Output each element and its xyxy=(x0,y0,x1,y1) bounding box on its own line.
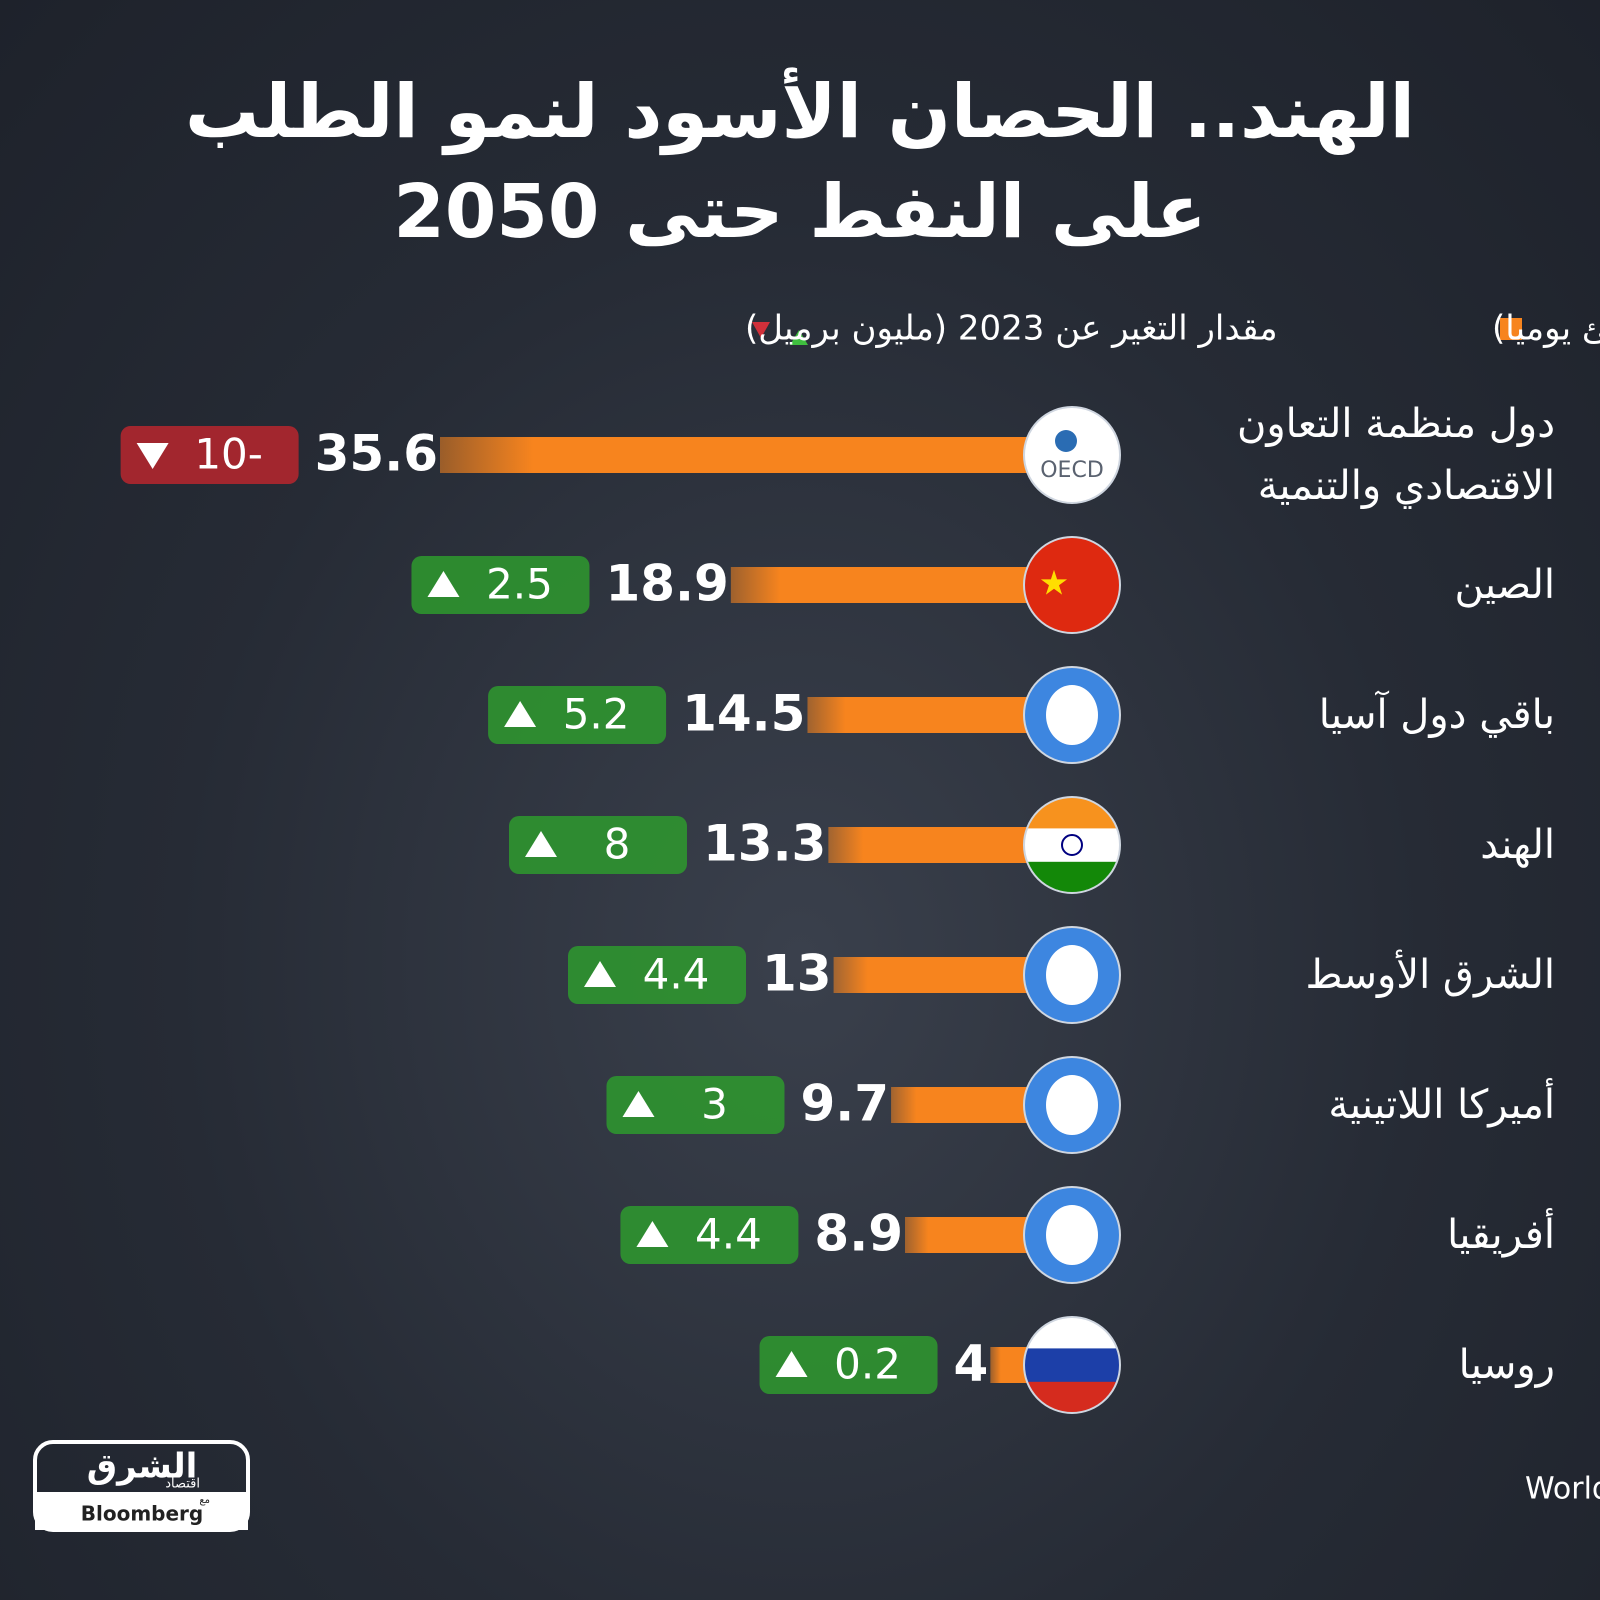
down-arrow xyxy=(136,443,169,469)
change-pill xyxy=(759,1336,938,1394)
category-label: أفريقيا xyxy=(1447,1212,1555,1258)
change-label: 8 xyxy=(604,820,631,869)
icon-ring xyxy=(1023,926,1121,1024)
logo-globe xyxy=(1055,430,1077,452)
icon xyxy=(1023,796,1121,894)
change-pill xyxy=(620,1206,799,1264)
map-land xyxy=(1046,1205,1098,1265)
legend-label: الطلب (مليون برميل مكافئ يوميا) xyxy=(1492,309,1600,349)
icon xyxy=(1023,666,1121,764)
icon-ring xyxy=(1023,1316,1121,1414)
icon: OECD xyxy=(1023,406,1121,504)
icon xyxy=(1023,1186,1121,1284)
change-pill xyxy=(488,686,667,744)
logo: الشرق اقتصاد مع Bloomberg xyxy=(33,1440,250,1532)
value-label: 9.7 xyxy=(800,1075,889,1133)
value-label: 13.3 xyxy=(703,815,826,873)
change-label: 3 xyxy=(701,1080,728,1129)
change-pill xyxy=(606,1076,785,1134)
icon-body xyxy=(1024,407,1120,503)
icon-text: OECD xyxy=(1040,458,1104,483)
up-arrow xyxy=(636,1221,669,1247)
icon-body xyxy=(1024,1057,1120,1153)
change-label: 5.2 xyxy=(563,690,630,739)
flag-stripe xyxy=(1024,1348,1120,1383)
up-arrow xyxy=(524,831,557,857)
icon-ring xyxy=(1023,536,1121,634)
icon-body xyxy=(1024,667,1120,763)
category-label: باقي دول آسيا xyxy=(1318,692,1555,738)
logo-band xyxy=(35,1492,248,1530)
source: المصدر: World Oil Outlook 2024 xyxy=(1525,1472,1600,1507)
value-label: 14.5 xyxy=(682,685,805,743)
icon: ★ xyxy=(1023,536,1121,634)
flag xyxy=(1024,407,1120,503)
category-label: الصين xyxy=(1454,562,1555,608)
legend-up xyxy=(790,330,808,345)
up-arrow xyxy=(584,961,617,987)
logo-with: مع xyxy=(199,1495,210,1506)
flag xyxy=(1024,537,1120,633)
icon xyxy=(1023,1056,1121,1154)
change-label: 10- xyxy=(194,430,263,479)
icon-body xyxy=(1024,927,1120,1023)
up-arrow xyxy=(504,701,537,727)
logo-name: الشرق xyxy=(87,1447,198,1487)
value-label: 8.9 xyxy=(814,1205,903,1263)
icon-ring xyxy=(1023,796,1121,894)
flag-stripe xyxy=(1024,828,1120,863)
category-label: أميركا اللاتينية xyxy=(1328,1082,1555,1128)
logo-sub: اقتصاد xyxy=(165,1477,200,1492)
bar xyxy=(807,697,1060,733)
value-label: 4 xyxy=(954,1335,989,1393)
change-pill xyxy=(411,556,590,614)
category-label: روسيا xyxy=(1458,1342,1555,1388)
bar xyxy=(833,957,1060,993)
change-pill xyxy=(120,426,299,484)
value-label: 18.9 xyxy=(605,555,728,613)
icon-ring xyxy=(1023,666,1121,764)
value-label: 35.6 xyxy=(315,425,438,483)
bar xyxy=(730,567,1060,603)
change-label: 2.5 xyxy=(486,560,553,609)
icon-body xyxy=(1024,797,1120,893)
up-arrow xyxy=(622,1091,655,1117)
map-land xyxy=(1046,945,1098,1005)
bar xyxy=(440,437,1060,473)
icon-body xyxy=(1024,1187,1120,1283)
change-label: 4.4 xyxy=(695,1210,762,1259)
icon-ring xyxy=(1023,406,1121,504)
icon-body xyxy=(1024,537,1120,633)
star: ★ xyxy=(1039,564,1069,604)
bar xyxy=(828,827,1060,863)
icon-ring xyxy=(1023,1186,1121,1284)
map-land xyxy=(1046,1075,1098,1135)
change-label: 4.4 xyxy=(643,950,710,999)
legend-down xyxy=(752,322,770,338)
icon-ring xyxy=(1023,1056,1121,1154)
chart-title: الهند.. الحصان الأسود لنمو الطلب على الن… xyxy=(185,69,1415,255)
category-label: دول منظمة التعاون الاقتصادي والتنمية xyxy=(1236,401,1555,509)
change-label: 0.2 xyxy=(834,1340,901,1389)
legend-swatch xyxy=(1500,318,1522,340)
icon xyxy=(1023,926,1121,1024)
value-label: 13 xyxy=(762,945,832,1003)
legend-label: مقدار التغير عن 2023 (مليون برميل) xyxy=(745,309,1278,349)
logo-partner: Bloomberg xyxy=(81,1502,203,1526)
up-arrow xyxy=(427,571,460,597)
change-pill xyxy=(508,816,687,874)
change-pill xyxy=(568,946,747,1004)
category-label: الشرق الأوسط xyxy=(1305,952,1555,998)
map-land xyxy=(1046,685,1098,745)
chakra xyxy=(1061,834,1083,856)
category-label: الهند xyxy=(1480,822,1555,868)
icon xyxy=(1023,1316,1121,1414)
up-arrow xyxy=(775,1351,808,1377)
icon-body xyxy=(1024,1317,1120,1413)
